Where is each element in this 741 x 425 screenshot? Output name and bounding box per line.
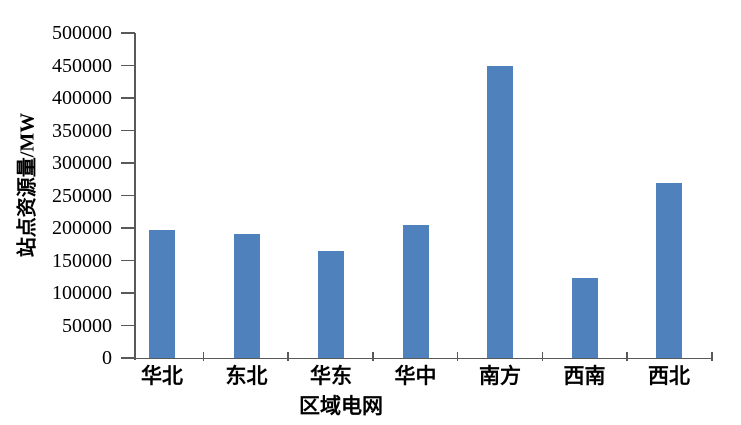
- y-tick-mark: [121, 194, 135, 197]
- bar: [656, 182, 682, 358]
- y-tick-label: 400000: [52, 87, 112, 109]
- category-label: 南方: [479, 364, 521, 388]
- y-tick-mark: [121, 129, 135, 132]
- category-label: 华北: [141, 364, 183, 388]
- y-tick-mark: [121, 64, 135, 67]
- x-tick-mark: [626, 352, 628, 361]
- bar: [149, 229, 175, 358]
- bar: [233, 233, 260, 358]
- y-tick-mark: [121, 324, 135, 327]
- y-tick-mark: [121, 292, 135, 294]
- y-tick-mark: [121, 32, 135, 34]
- y-tick-mark: [121, 162, 135, 164]
- category-label: 西南: [563, 364, 606, 388]
- x-tick-mark: [541, 352, 544, 361]
- category-label: 西北: [648, 364, 690, 388]
- y-tick-label: 300000: [52, 152, 112, 174]
- bar: [402, 225, 429, 358]
- bar: [318, 250, 344, 358]
- y-tick-label: 250000: [52, 184, 112, 207]
- x-tick-mark: [287, 352, 289, 361]
- x-tick-mark: [372, 352, 374, 361]
- x-tick-mark: [456, 352, 459, 361]
- category-label: 华中: [394, 364, 437, 388]
- x-tick-mark: [202, 352, 205, 361]
- y-tick-mark: [121, 97, 135, 99]
- y-tick-label: 500000: [52, 22, 112, 44]
- category-label: 东北: [225, 364, 268, 388]
- x-axis-line: [134, 357, 713, 360]
- bar: [487, 65, 513, 358]
- y-tick-mark: [121, 259, 135, 262]
- y-tick-label: 0: [102, 347, 112, 369]
- y-tick-label: 450000: [52, 54, 112, 77]
- category-label: 华东: [310, 364, 352, 388]
- y-tick-mark: [121, 227, 135, 229]
- y-tick-label: 350000: [52, 119, 112, 142]
- y-tick-label: 200000: [52, 217, 112, 239]
- y-tick-label: 100000: [52, 282, 112, 304]
- y-tick-label: 50000: [62, 314, 112, 337]
- bar: [571, 278, 598, 358]
- y-tick-label: 150000: [52, 249, 112, 272]
- x-tick-mark: [711, 352, 713, 361]
- y-tick-mark: [121, 357, 135, 359]
- x-axis-title: 区域电网: [299, 394, 383, 418]
